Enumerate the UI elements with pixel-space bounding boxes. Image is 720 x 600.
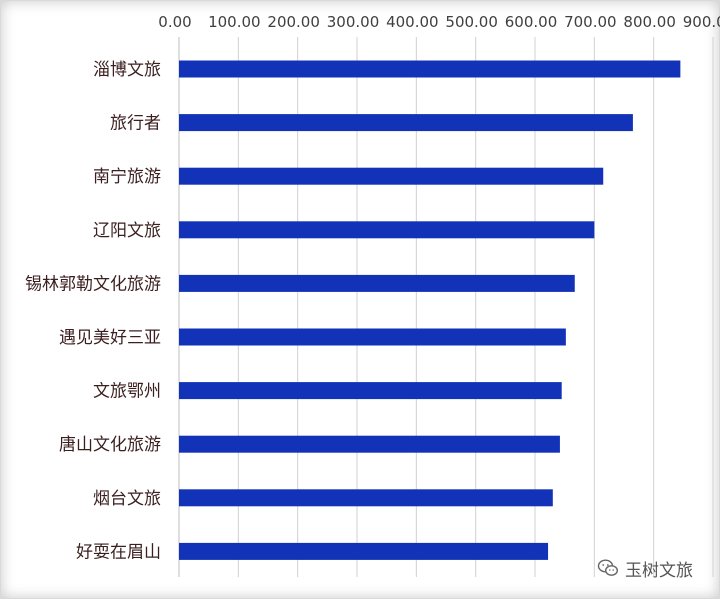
x-tick-label: 600.00: [505, 13, 558, 31]
category-label: 烟台文旅: [93, 489, 161, 509]
x-axis-ticks: 0.00 100.00 200.00 300.00 400.00 500.00 600.00…: [158, 13, 720, 31]
x-tick-label: 200.00: [267, 13, 320, 31]
category-labels: 淄博文旅旅行者南宁旅游辽阳文旅锡林郭勒文化旅游遇见美好三亚文旅鄂州唐山文化旅游烟…: [25, 60, 161, 562]
category-label: 旅行者: [110, 114, 161, 134]
bars: [179, 60, 681, 560]
category-label: 文旅鄂州: [93, 382, 161, 402]
category-label: 唐山文化旅游: [59, 434, 161, 455]
watermark-text: 玉树文旅: [625, 560, 693, 581]
x-tick-label: 800.00: [623, 13, 676, 31]
bar: [179, 328, 566, 346]
bar: [179, 542, 549, 560]
wechat-icon: [597, 559, 619, 576]
bar: [179, 489, 553, 507]
bar: [179, 435, 560, 453]
category-label: 淄博文旅: [93, 60, 161, 80]
bar: [179, 382, 562, 400]
x-tick-label: 0.00: [158, 13, 191, 31]
watermark: 玉树文旅: [597, 556, 693, 581]
bar: [179, 221, 595, 239]
category-label: 南宁旅游: [93, 167, 161, 187]
x-tick-label: 500.00: [445, 13, 498, 31]
category-label: 锡林郭勒文化旅游: [25, 274, 161, 294]
x-tick-label: 700.00: [564, 13, 617, 31]
x-tick-label: 400.00: [386, 13, 439, 31]
bar: [179, 274, 575, 292]
x-tick-label: 900.00: [683, 13, 720, 31]
bar: [179, 60, 681, 78]
category-label: 遇见美好三亚: [59, 328, 161, 348]
category-label: 辽阳文旅: [93, 221, 161, 241]
x-tick-label: 300.00: [327, 13, 380, 31]
bar: [179, 167, 604, 185]
category-label: 好耍在眉山: [76, 542, 161, 562]
x-tick-label: 100.00: [208, 13, 261, 31]
bar: [179, 114, 633, 132]
